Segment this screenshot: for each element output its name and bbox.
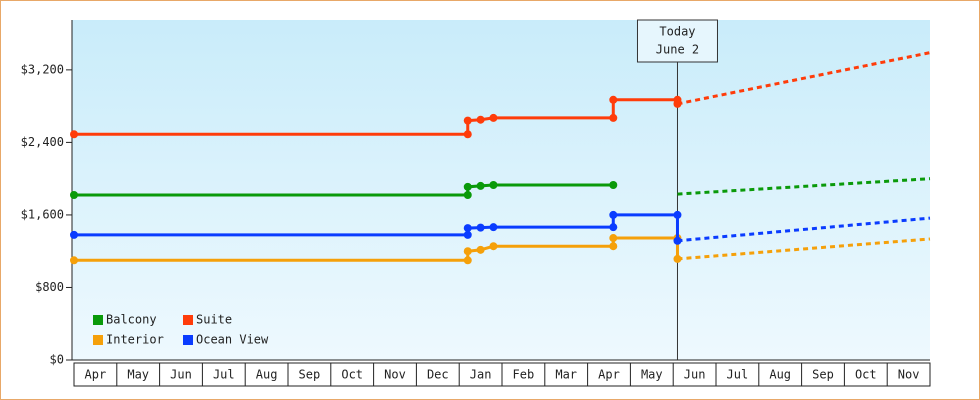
x-tick-label: Nov	[898, 368, 920, 382]
price-point	[463, 247, 472, 256]
price-point	[70, 190, 78, 199]
legend-label: Suite	[196, 313, 232, 327]
x-tick-label: Jul	[213, 368, 235, 382]
price-point	[463, 256, 472, 265]
today-label: Today	[659, 25, 695, 39]
forecast-line	[677, 216, 931, 243]
legend-swatch	[183, 315, 193, 325]
price-point	[489, 223, 498, 232]
price-point	[463, 224, 472, 233]
x-tick-label: Aug	[256, 368, 278, 382]
price-point	[70, 230, 78, 239]
price-point	[476, 223, 485, 232]
x-tick-label: Oct	[341, 368, 363, 382]
price-point	[673, 254, 682, 263]
price-point	[489, 242, 498, 251]
price-point	[476, 245, 485, 254]
x-tick-label: Apr	[85, 368, 107, 382]
price-point	[609, 95, 618, 104]
y-tick-label: $1,600	[21, 207, 64, 221]
x-tick-label: Sep	[299, 368, 321, 382]
legend-swatch	[93, 315, 103, 325]
legend-label: Interior	[106, 333, 164, 347]
price-point	[609, 181, 618, 190]
x-tick-label: Jan	[470, 368, 492, 382]
legend-label: Ocean View	[196, 333, 269, 347]
price-point	[489, 181, 498, 190]
forecast-line	[677, 237, 931, 261]
y-tick-label: $3,200	[21, 62, 64, 76]
x-tick-label: Apr	[598, 368, 620, 382]
legend-swatch	[183, 335, 193, 345]
legend-label: Balcony	[106, 313, 157, 327]
price-point	[673, 99, 682, 108]
today-label: June 2	[656, 43, 699, 57]
price-point	[70, 256, 78, 265]
price-point	[463, 230, 472, 239]
y-tick-label: $800	[35, 280, 64, 294]
price-point	[463, 116, 472, 125]
x-tick-label: Mar	[555, 368, 577, 382]
x-tick-label: Oct	[855, 368, 877, 382]
price-point	[673, 210, 682, 219]
x-tick-label: Aug	[769, 368, 791, 382]
y-tick-label: $0	[50, 353, 64, 367]
forecast-line	[677, 177, 931, 196]
x-tick-label: Sep	[812, 368, 834, 382]
price-point	[476, 181, 485, 190]
x-tick-label: Nov	[384, 368, 406, 382]
x-tick-label: May	[127, 368, 149, 382]
x-tick-label: Jun	[684, 368, 706, 382]
price-line	[74, 183, 614, 197]
price-point	[609, 242, 618, 251]
price-point	[70, 130, 78, 139]
price-point	[673, 236, 682, 245]
today-box	[636, 19, 718, 63]
price-point	[476, 115, 485, 124]
price-point	[609, 113, 618, 122]
legend-swatch	[93, 335, 103, 345]
price-point	[609, 210, 618, 219]
x-tick-label: Jun	[170, 368, 192, 382]
price-point	[609, 223, 618, 232]
x-tick-label: Jul	[727, 368, 749, 382]
price-point	[489, 113, 498, 122]
plot-area	[72, 20, 930, 360]
x-tick-label: May	[641, 368, 663, 382]
x-tick-label: Feb	[513, 368, 535, 382]
price-point	[463, 190, 472, 199]
price-point	[463, 130, 472, 139]
price-point	[463, 182, 472, 191]
forecast-line	[677, 51, 931, 106]
y-tick-label: $2,400	[21, 135, 64, 149]
price-point	[609, 234, 618, 243]
x-tick-label: Dec	[427, 368, 449, 382]
